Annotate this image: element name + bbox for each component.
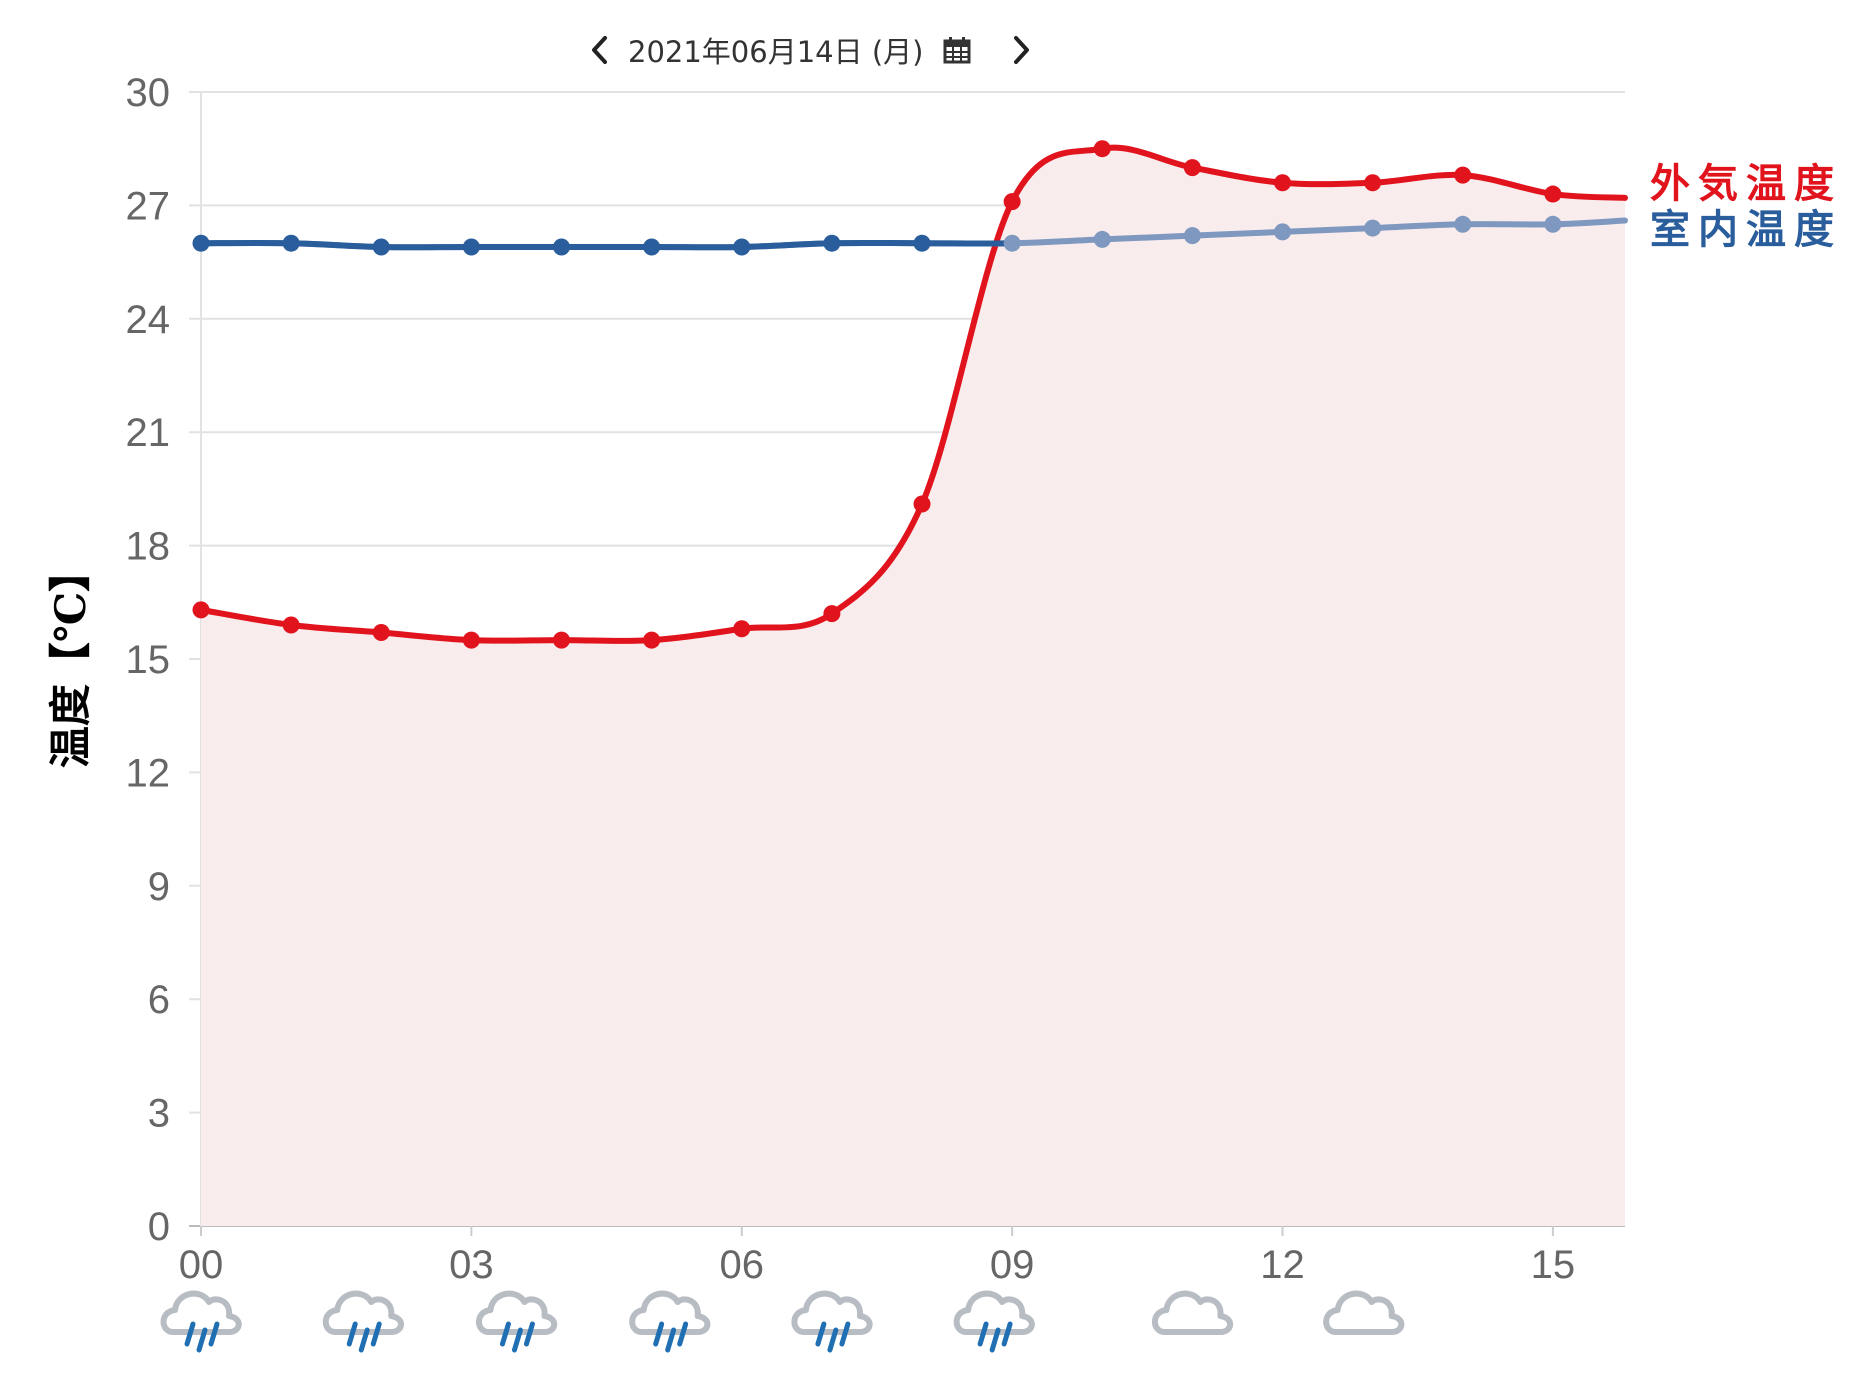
rain-icon [791, 1290, 873, 1353]
rain-icon [953, 1290, 1035, 1353]
outdoor-area-fill [201, 147, 1625, 1226]
data-point [1364, 219, 1382, 237]
rain-drop [196, 1327, 208, 1353]
rain-drop [358, 1327, 370, 1353]
data-point [1093, 140, 1111, 158]
data-point [1183, 227, 1201, 245]
date-label: 2021年06月14日 (月) [628, 35, 924, 69]
cloud-outline [160, 1290, 242, 1335]
rain-drop [989, 1327, 1001, 1353]
chevron-left-icon [592, 36, 607, 64]
rain-icon [322, 1290, 404, 1353]
y-tick-label: 27 [126, 184, 171, 228]
y-tick-label: 21 [126, 411, 171, 455]
cloud-outline [791, 1290, 873, 1335]
data-point [1364, 174, 1382, 192]
data-point [913, 495, 931, 513]
data-point [192, 234, 210, 252]
rain-drop [653, 1321, 665, 1347]
y-tick-label: 24 [126, 298, 171, 342]
data-point [372, 238, 390, 256]
x-tick-label: 03 [449, 1243, 494, 1287]
rain-icon [160, 1290, 242, 1353]
y-tick-label: 12 [126, 751, 171, 795]
y-tick-label: 15 [126, 638, 171, 682]
data-point [1093, 230, 1111, 248]
data-point [733, 238, 751, 256]
rain-drop [827, 1327, 839, 1353]
rain-drop [346, 1321, 358, 1347]
data-point [553, 631, 571, 649]
rain-drop [815, 1321, 827, 1347]
data-point [1003, 234, 1021, 252]
rain-drop [208, 1321, 220, 1347]
rain-drop [184, 1321, 196, 1347]
rain-drop [499, 1321, 511, 1347]
cloud-outline [629, 1290, 711, 1335]
chevron-right-icon [1014, 36, 1030, 64]
rain-icon [475, 1290, 558, 1353]
rain-icon [629, 1290, 711, 1353]
data-point [1454, 166, 1472, 184]
y-tick-label: 0 [148, 1205, 170, 1249]
data-point [913, 234, 931, 252]
rain-drop [977, 1321, 989, 1347]
rain-drop [523, 1321, 535, 1347]
cloud-icon [1151, 1290, 1234, 1335]
data-point [643, 238, 661, 256]
series-indoor [192, 215, 1628, 256]
data-point [643, 631, 661, 649]
data-point [1544, 185, 1562, 203]
data-point [1274, 223, 1292, 241]
calendar-button[interactable] [937, 30, 977, 70]
series-label-outdoor: 外気温度 [1650, 160, 1842, 207]
data-point [823, 234, 841, 252]
y-tick-label: 3 [148, 1092, 170, 1136]
rain-drop [1001, 1321, 1013, 1347]
y-tick-label: 6 [148, 978, 170, 1022]
data-point [282, 234, 300, 252]
rain-drop [370, 1321, 382, 1347]
data-point [462, 238, 480, 256]
rain-drop [665, 1327, 677, 1353]
x-tick-label: 15 [1531, 1243, 1576, 1287]
y-tick-label: 30 [126, 71, 171, 115]
prev-day-button[interactable] [580, 30, 620, 70]
cloud-outline [1323, 1290, 1405, 1335]
y-tick-label: 9 [148, 865, 170, 909]
data-point [372, 624, 390, 642]
cloud-outline [475, 1290, 558, 1335]
data-point [282, 616, 300, 634]
data-point [1454, 215, 1472, 233]
data-point [192, 601, 210, 619]
series-outdoor [192, 140, 1628, 649]
data-point [823, 605, 841, 623]
cloud-outline [1151, 1290, 1234, 1335]
x-tick-label: 06 [720, 1243, 765, 1287]
data-point [553, 238, 571, 256]
rain-drop [839, 1321, 851, 1347]
calendar-icon [943, 37, 971, 64]
series-label-indoor: 室内温度 [1650, 206, 1842, 253]
y-axis-title: 温度【℃】 [46, 550, 95, 768]
x-tick-label: 12 [1260, 1243, 1305, 1287]
data-point [1544, 215, 1562, 233]
cloud-outline [322, 1290, 404, 1335]
cloud-icon [1323, 1290, 1405, 1335]
data-point [462, 631, 480, 649]
rain-drop [677, 1321, 689, 1347]
rain-drop [511, 1327, 523, 1353]
data-point [1274, 174, 1292, 192]
y-tick-label: 18 [126, 525, 171, 569]
date-navigation: 2021年06月14日 (月) [580, 22, 1041, 78]
x-tick-label: 09 [990, 1243, 1035, 1287]
data-point [1003, 193, 1021, 211]
x-tick-label: 00 [179, 1243, 224, 1287]
data-point [733, 620, 751, 638]
next-day-button[interactable] [1001, 30, 1041, 70]
data-point [1183, 159, 1201, 177]
cloud-outline [953, 1290, 1035, 1335]
